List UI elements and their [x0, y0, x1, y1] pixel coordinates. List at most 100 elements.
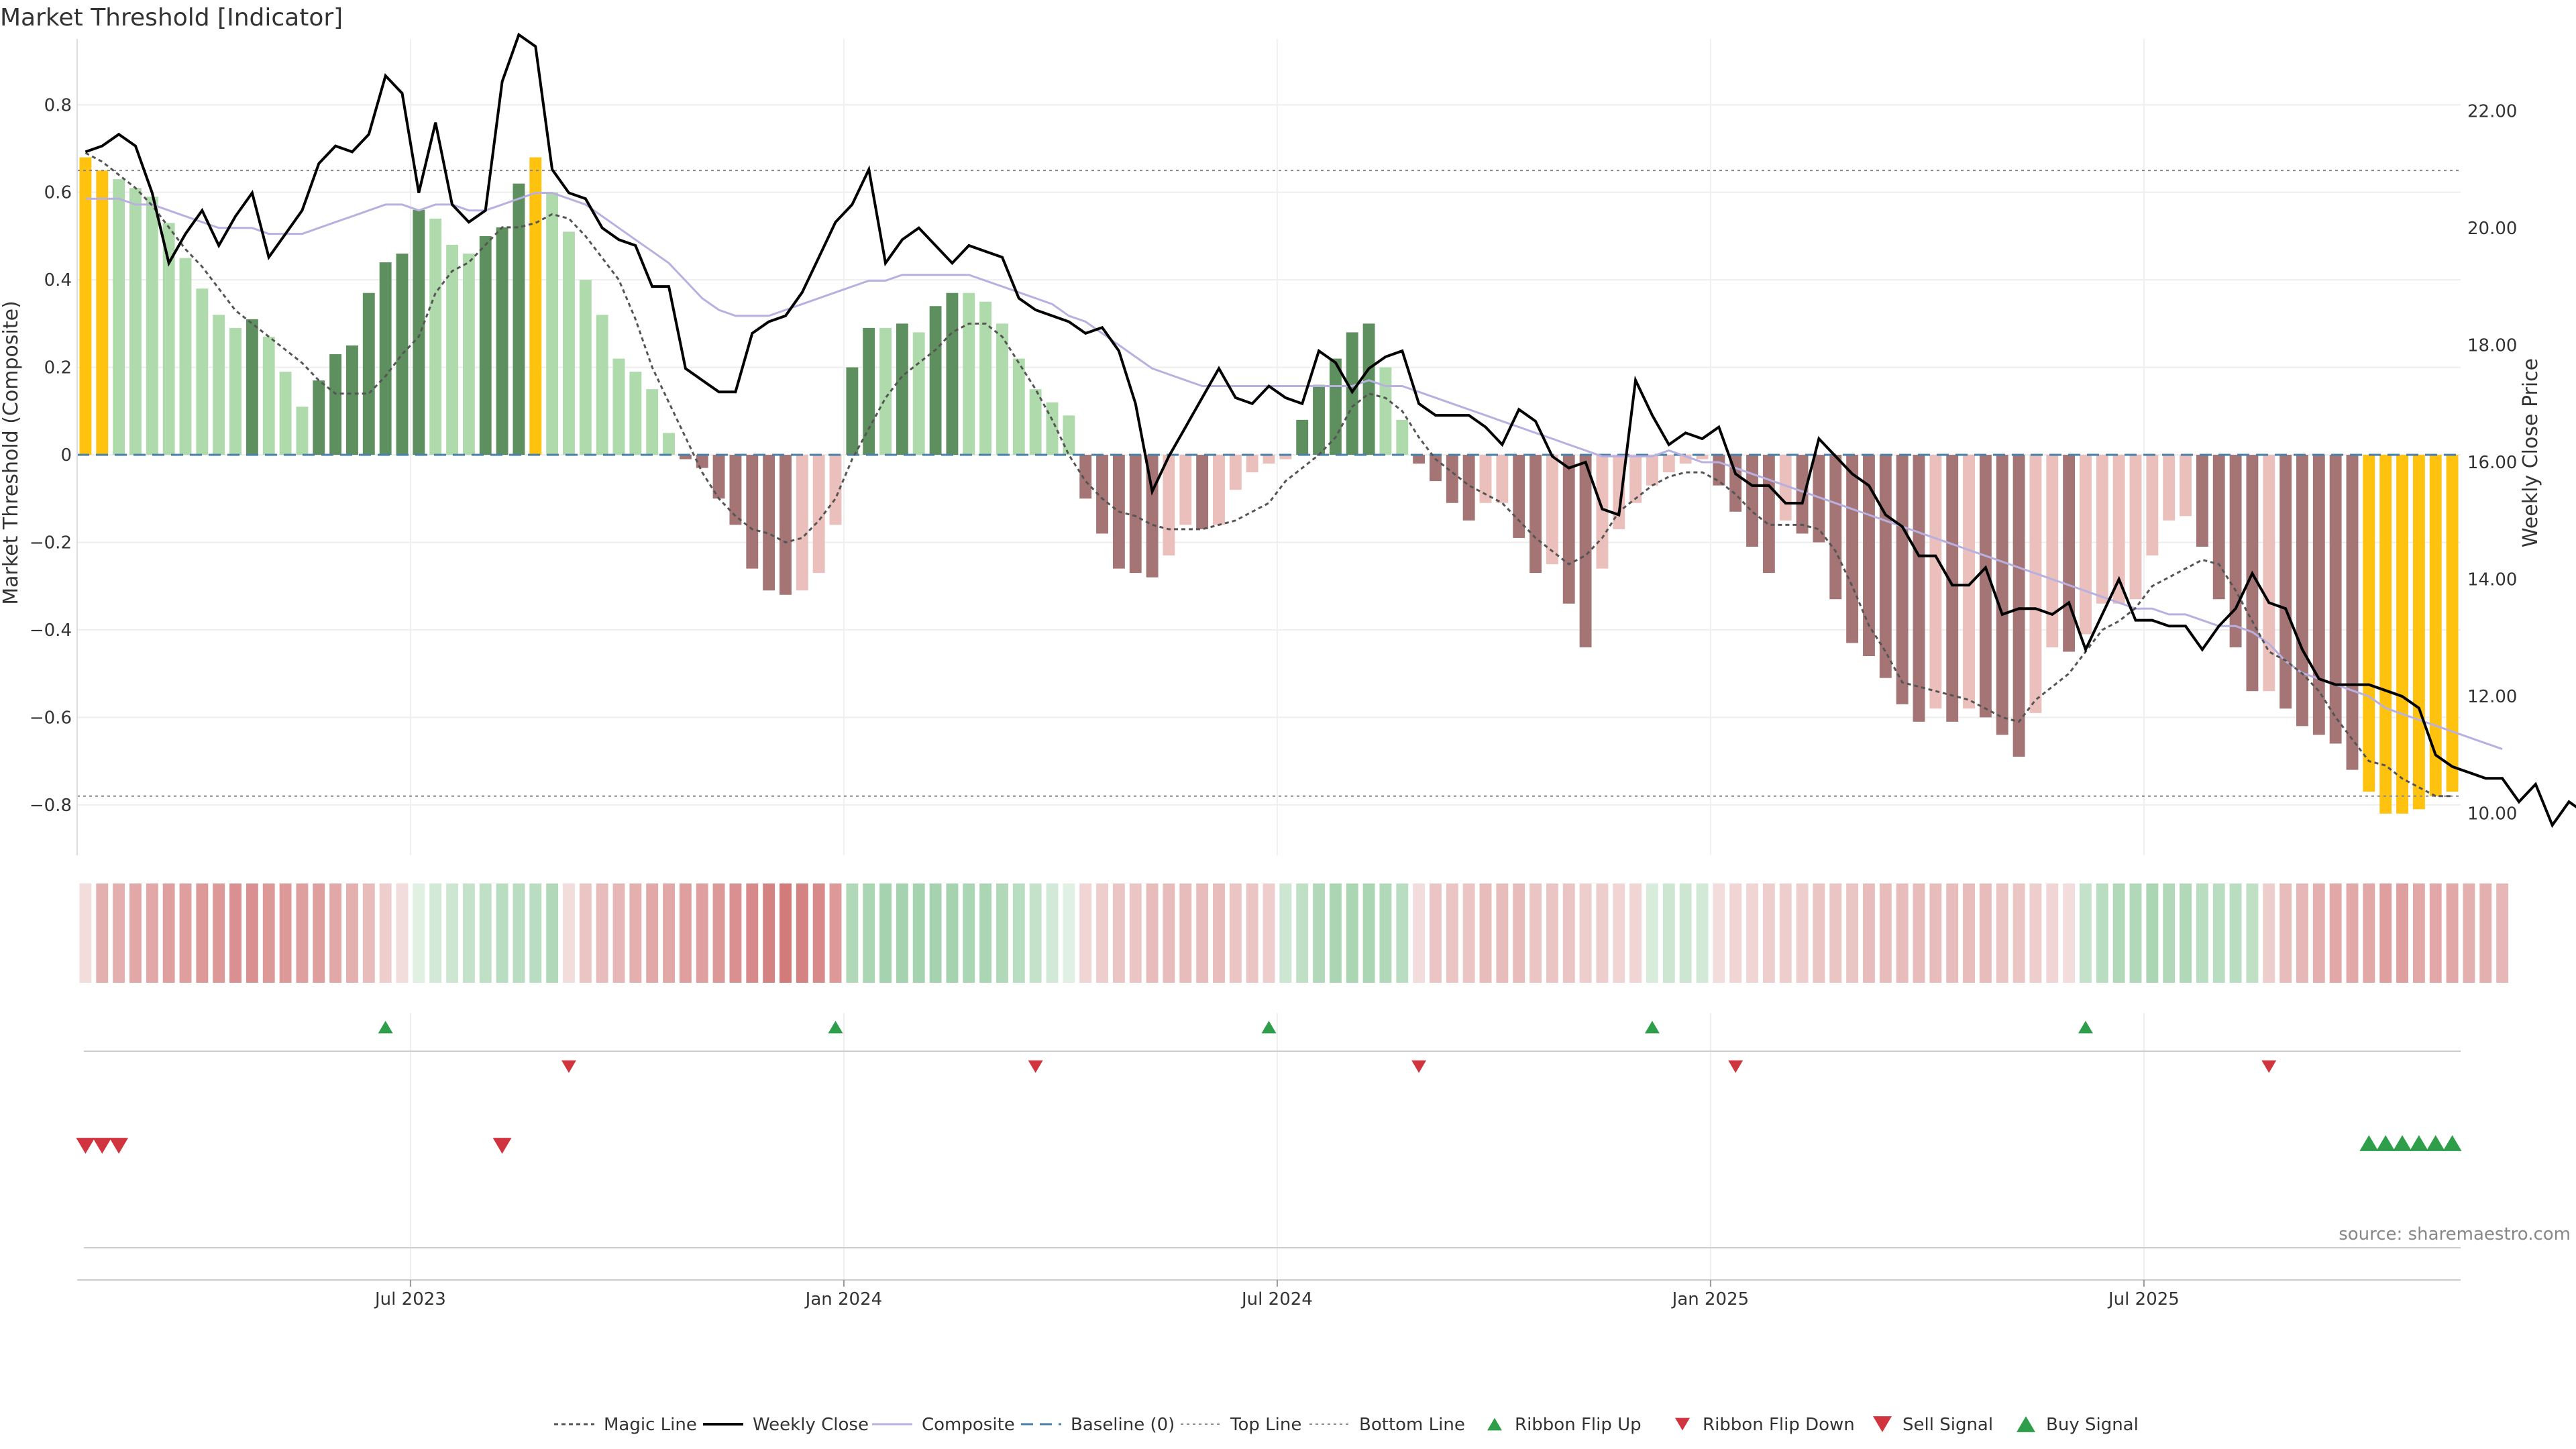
composite-bar: [1046, 402, 1059, 455]
y-axis-right-label: Weekly Close Price: [2519, 358, 2542, 547]
composite-bar: [1996, 455, 2008, 735]
ribbon-cell: [1146, 883, 1159, 983]
ribbon-cell: [2296, 883, 2308, 983]
composite-bar: [1462, 455, 1475, 521]
legend-swatch-marker: [1873, 1416, 1892, 1432]
ribbon-cell: [1662, 883, 1675, 983]
ribbon-cell: [246, 883, 258, 983]
ribbon-cell: [2080, 883, 2092, 983]
ribbon-cell: [2012, 883, 2025, 983]
composite-bar: [313, 380, 325, 455]
composite-bar: [162, 223, 175, 455]
ribbon-cell: [879, 883, 892, 983]
ribbon-cell: [2212, 883, 2225, 983]
ribbon-cell: [2180, 883, 2192, 983]
composite-bar: [1263, 455, 1275, 464]
ribbon-cell: [2429, 883, 2442, 983]
ribbon-flip-down-marker: [561, 1060, 576, 1073]
ribbon-cell: [313, 883, 325, 983]
composite-bar: [1596, 455, 1609, 569]
ribbon-cell: [1746, 883, 1758, 983]
ribbon-cell: [329, 883, 342, 983]
composite-bar: [1163, 455, 1175, 556]
composite-bar: [1063, 415, 1075, 455]
ribbon-cell: [1629, 883, 1642, 983]
ribbon-cell: [796, 883, 808, 983]
buy-signal-marker: [2443, 1135, 2462, 1151]
ribbon-cell: [396, 883, 409, 983]
chart-title: Market Threshold [Indicator]: [0, 4, 343, 32]
ribbon-cell: [546, 883, 559, 983]
composite-bar: [329, 354, 342, 455]
ribbon-cell: [2346, 883, 2359, 983]
composite-bar: [1929, 455, 1942, 709]
ribbon-cell: [646, 883, 659, 983]
composite-bar: [113, 179, 125, 455]
y-axis-left-label: Market Threshold (Composite): [0, 301, 23, 605]
composite-bar: [1229, 455, 1242, 490]
ribbon-flip-up-marker: [378, 1020, 393, 1034]
composite-bar: [396, 254, 409, 455]
ribbon-cell: [2046, 883, 2059, 983]
composite-bar: [1662, 455, 1675, 473]
y-tick-right: 22.00: [2467, 101, 2517, 121]
composite-bar: [1313, 384, 1325, 455]
ribbon-flip-down-marker: [1028, 1060, 1043, 1073]
composite-bar: [96, 170, 109, 455]
composite-bar: [1096, 455, 1108, 534]
ribbon-cell: [262, 883, 275, 983]
ribbon-cell: [1430, 883, 1442, 983]
composite-bar: [2129, 455, 2142, 600]
composite-bar: [1012, 358, 1025, 455]
composite-bar: [2279, 455, 2292, 709]
y-tick-right: 16.00: [2467, 453, 2517, 473]
ribbon-cell: [912, 883, 925, 983]
ribbon-cell: [1762, 883, 1775, 983]
composite-bar: [1913, 455, 1925, 722]
composite-bar: [2196, 455, 2208, 547]
ribbon-cell: [1096, 883, 1108, 983]
y-tick-right: 20.00: [2467, 219, 2517, 239]
composite-bar: [429, 218, 442, 455]
composite-bar: [2429, 455, 2442, 796]
ribbon-cell: [1963, 883, 1975, 983]
ribbon-cell: [162, 883, 175, 983]
composite-bar: [979, 301, 992, 455]
composite-bar: [296, 407, 309, 455]
ribbon-cell: [1613, 883, 1625, 983]
ribbon-cell: [780, 883, 792, 983]
composite-bar: [246, 319, 258, 455]
ribbon-cell: [1646, 883, 1658, 983]
composite-bar: [1796, 455, 1809, 534]
ribbon-cell: [429, 883, 442, 983]
ribbon-cell: [863, 883, 875, 983]
composite-bar: [213, 315, 225, 455]
ribbon-cell: [1362, 883, 1375, 983]
composite-bar: [1029, 389, 1042, 455]
composite-bar: [2046, 455, 2059, 647]
ribbon-cell: [279, 883, 292, 983]
ribbon-cell: [229, 883, 241, 983]
ribbon-strip: [79, 883, 2509, 983]
composite-bar: [1696, 455, 1709, 460]
ribbon-cell: [529, 883, 542, 983]
legend-label: Weekly Close: [753, 1415, 869, 1435]
ribbon-cell: [179, 883, 192, 983]
legend-swatch-marker: [1487, 1417, 1502, 1431]
sell-signal-marker: [93, 1138, 112, 1154]
composite-bar: [2363, 455, 2375, 792]
composite-bar: [2329, 455, 2342, 744]
composite-bar: [879, 327, 892, 455]
ribbon-cell: [1513, 883, 1525, 983]
composite-bar: [2096, 455, 2108, 604]
ribbon-cell: [1479, 883, 1492, 983]
ribbon-cell: [1829, 883, 1842, 983]
legend-label: Bottom Line: [1359, 1415, 1465, 1435]
buy-signal-marker: [2376, 1135, 2396, 1151]
ribbon-cell: [2379, 883, 2392, 983]
composite-bar: [663, 433, 675, 455]
ribbon-cell: [1029, 883, 1042, 983]
ribbon-cell: [1596, 883, 1609, 983]
ribbon-flip-up-marker: [1644, 1020, 1660, 1034]
ribbon-cell: [1279, 883, 1292, 983]
